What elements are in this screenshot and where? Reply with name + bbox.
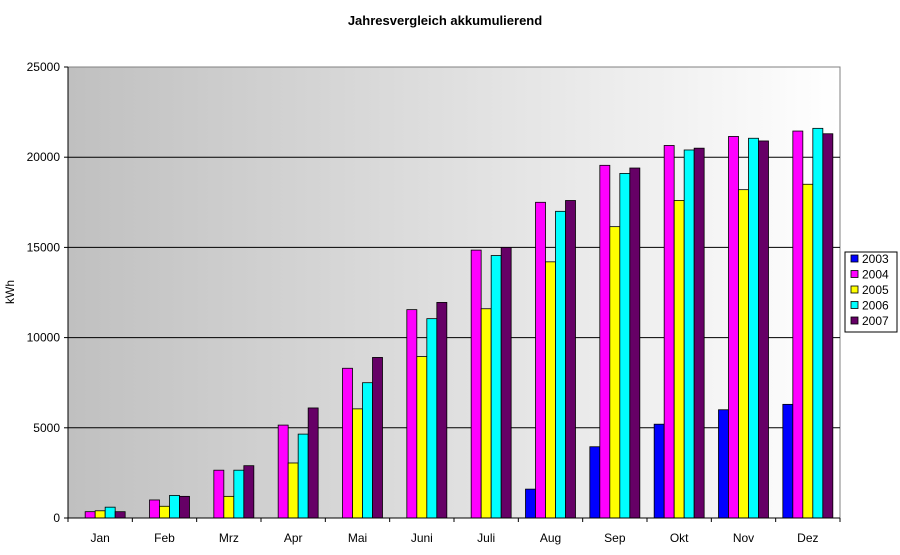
- bar-2003-Dez: [782, 403, 794, 519]
- x-tick-label: Apr: [284, 531, 303, 545]
- y-tick-label: 10000: [27, 331, 61, 345]
- bar-2006-Juni: [426, 318, 438, 519]
- bar-2007-Mrz: [243, 465, 255, 519]
- bar-2004-Juli: [470, 249, 482, 519]
- legend-label-2007: 2007: [862, 314, 889, 328]
- y-tick-label: 5000: [33, 421, 60, 435]
- bar-2006-Nov: [748, 137, 759, 519]
- bar-2007-Juni: [436, 302, 448, 519]
- bar-2005-Mai: [352, 408, 363, 519]
- bars: [84, 127, 834, 519]
- bar-2004-Mai: [342, 367, 353, 519]
- bar-2004-Jan: [84, 511, 96, 519]
- x-tick-label: Aug: [540, 531, 561, 545]
- bar-2005-Dez: [802, 183, 814, 519]
- bar-2005-Nov: [738, 189, 749, 519]
- legend-swatch-2004: [850, 270, 859, 278]
- bar-2006-Okt: [683, 149, 695, 519]
- bar-2005-Sep: [609, 226, 621, 519]
- bar-2005-Okt: [673, 200, 685, 519]
- legend-label-2006: 2006: [862, 299, 889, 313]
- bar-2007-Sep: [629, 167, 641, 519]
- bar-2007-Apr: [307, 407, 319, 519]
- bar-2006-Juli: [490, 255, 502, 519]
- bar-2005-Aug: [545, 261, 556, 519]
- x-tick-label: Jan: [90, 531, 109, 545]
- bar-2005-Feb: [159, 505, 170, 519]
- bar-2007-Okt: [693, 147, 705, 519]
- bar-2006-Sep: [619, 173, 631, 519]
- bar-2007-Dez: [822, 133, 834, 519]
- bar-2003-Sep: [589, 446, 601, 519]
- y-tick-label: 25000: [27, 60, 61, 74]
- bar-2006-Mai: [362, 382, 373, 519]
- legend-swatch-2003: [850, 254, 859, 263]
- bar-2005-Mrz: [223, 495, 235, 519]
- x-tick-label: Juli: [477, 531, 495, 545]
- y-tick-label: 20000: [27, 150, 61, 164]
- y-axis-label: kWh: [3, 280, 17, 304]
- x-tick-label: Sep: [604, 531, 626, 545]
- bar-2004-Okt: [663, 145, 675, 519]
- bar-2005-Apr: [287, 462, 299, 519]
- bar-2006-Jan: [104, 506, 116, 519]
- x-tick-label: Juni: [411, 531, 433, 545]
- bar-2006-Aug: [555, 210, 566, 519]
- x-tick-label: Mai: [348, 531, 367, 545]
- plot-area: [67, 66, 841, 519]
- bar-2006-Dez: [812, 127, 824, 519]
- bar-2007-Mai: [372, 357, 383, 519]
- bar-2006-Mrz: [233, 469, 245, 519]
- bar-2003-Aug: [525, 488, 536, 519]
- bar-2007-Nov: [758, 140, 769, 519]
- bar-2006-Apr: [297, 433, 309, 519]
- bar-2003-Okt: [653, 423, 665, 519]
- bar-2005-Juni: [416, 356, 428, 519]
- y-tick-label: 15000: [27, 240, 61, 254]
- x-tick-label: Feb: [154, 531, 175, 545]
- bar-2005-Jan: [94, 510, 106, 519]
- x-tick-label: Mrz: [219, 531, 239, 545]
- bar-2004-Sep: [599, 164, 611, 519]
- bar-2007-Juli: [500, 246, 512, 519]
- legend-swatch-2007: [850, 316, 859, 325]
- x-tick-label: Nov: [733, 531, 754, 545]
- legend-label-2003: 2003: [862, 252, 889, 266]
- bar-2004-Aug: [535, 201, 546, 519]
- legend-label-2005: 2005: [862, 283, 889, 297]
- bar-2004-Juni: [406, 309, 418, 519]
- bar-2007-Feb: [179, 495, 190, 519]
- chart-title: Jahresvergleich akkumulierend: [348, 13, 542, 28]
- legend-swatch-2005: [850, 285, 859, 294]
- bar-2005-Juli: [480, 308, 492, 519]
- axes: 0 5000 10000 15000 20000 25000 Jan Feb Mrz Apr Mai…: [27, 60, 841, 545]
- bar-2004-Apr: [277, 424, 289, 519]
- y-tick-label: 0: [53, 511, 60, 525]
- x-tick-label: Okt: [670, 531, 689, 545]
- bar-2004-Nov: [728, 136, 739, 519]
- bar-2007-Aug: [565, 200, 576, 519]
- bar-2007-Jan: [114, 511, 126, 519]
- legend-swatch-2006: [850, 301, 859, 309]
- legend-label-2004: 2004: [862, 268, 889, 282]
- x-tick-label: Dez: [797, 531, 818, 545]
- bar-2006-Feb: [169, 495, 180, 519]
- grid-lines: [68, 156, 840, 429]
- bar-2004-Mrz: [213, 469, 225, 519]
- bar-2003-Nov: [718, 409, 729, 519]
- bar-2004-Dez: [792, 130, 804, 519]
- bar-2004-Feb: [149, 499, 160, 519]
